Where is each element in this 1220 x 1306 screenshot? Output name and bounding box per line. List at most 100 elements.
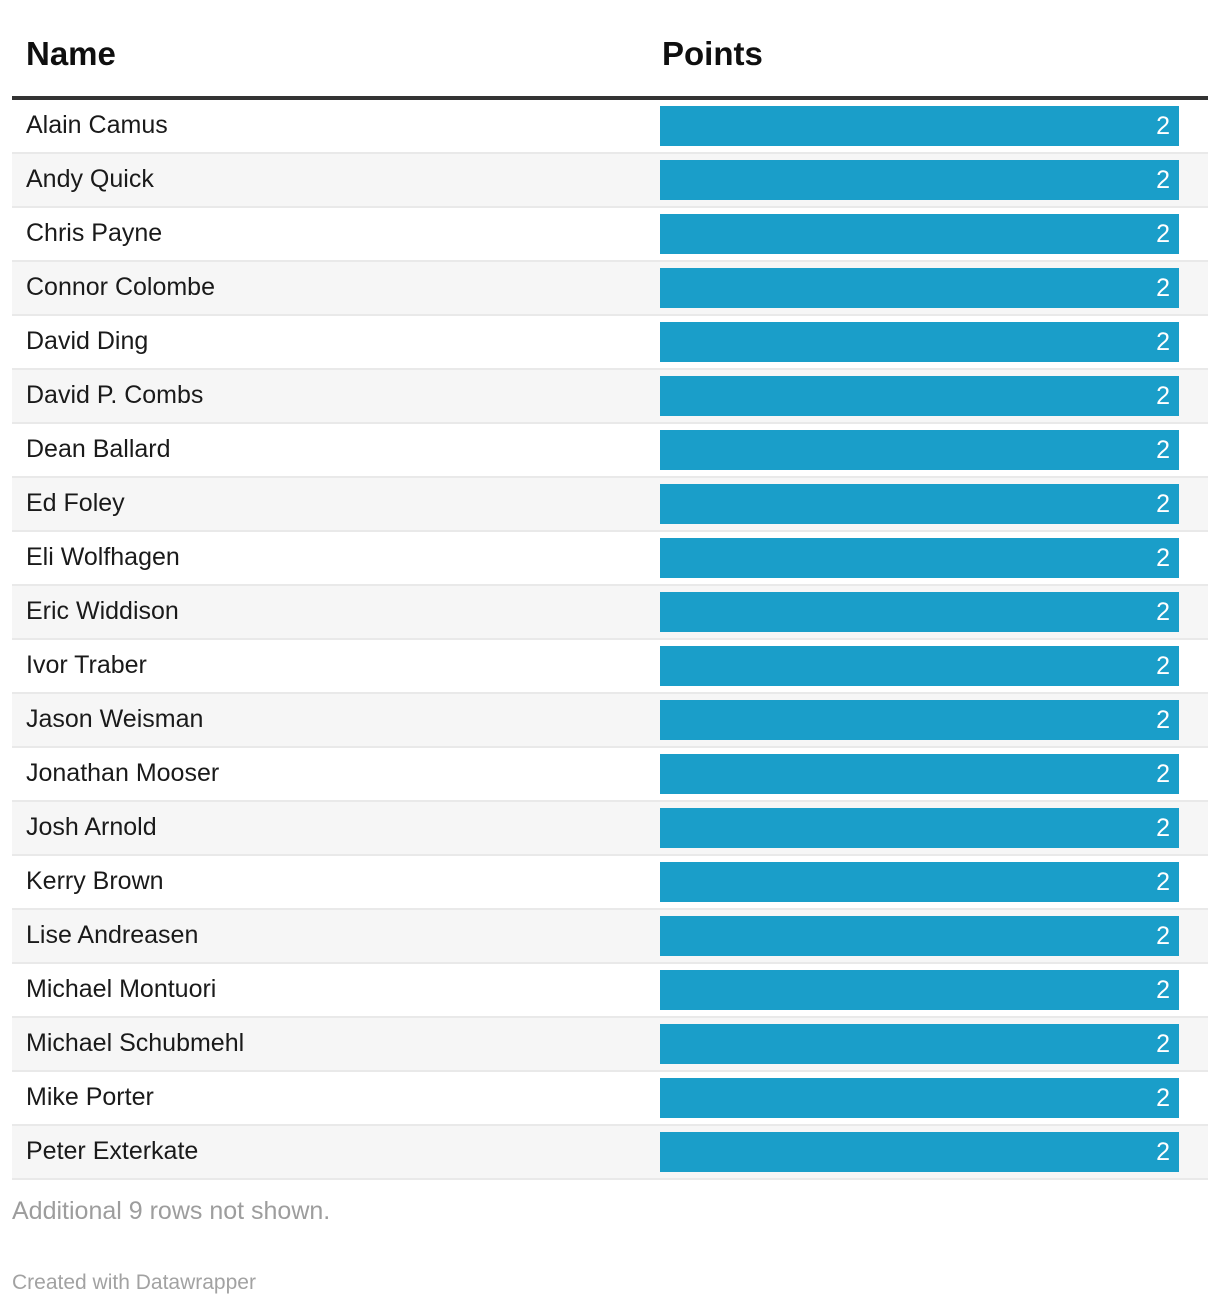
- bar-value-label: 2: [1156, 166, 1170, 194]
- points-cell: 2: [660, 100, 1208, 152]
- bar-value-label: 2: [1156, 220, 1170, 248]
- points-bar: 2: [660, 106, 1179, 146]
- points-bar: 2: [660, 214, 1179, 254]
- name-cell: Josh Arnold: [26, 813, 157, 841]
- bar-value-label: 2: [1156, 814, 1170, 842]
- table-row: Peter Exterkate 2: [12, 1126, 1208, 1180]
- points-bar: 2: [660, 646, 1179, 686]
- points-bar: 2: [660, 268, 1179, 308]
- bar-value-label: 2: [1156, 274, 1170, 302]
- points-bar: 2: [660, 862, 1179, 902]
- name-cell: Lise Andreasen: [26, 921, 199, 949]
- bar-value-label: 2: [1156, 1030, 1170, 1058]
- bar-value-label: 2: [1156, 652, 1170, 680]
- name-cell: David Ding: [26, 327, 149, 355]
- name-cell: Andy Quick: [26, 165, 154, 193]
- bar-value-label: 2: [1156, 598, 1170, 626]
- bar-value-label: 2: [1156, 868, 1170, 896]
- bar-value-label: 2: [1156, 490, 1170, 518]
- bar-value-label: 2: [1156, 976, 1170, 1004]
- name-cell: Eli Wolfhagen: [26, 543, 180, 571]
- name-cell: Michael Montuori: [26, 975, 217, 1003]
- name-cell: Dean Ballard: [26, 435, 171, 463]
- table-row: Chris Payne 2: [12, 208, 1208, 262]
- table-row: Josh Arnold 2: [12, 802, 1208, 856]
- table-row: David P. Combs 2: [12, 370, 1208, 424]
- points-bar: 2: [660, 592, 1179, 632]
- points-bar: 2: [660, 700, 1179, 740]
- table-row: Mike Porter 2: [12, 1072, 1208, 1126]
- points-cell: 2: [660, 964, 1208, 1016]
- name-cell: Ivor Traber: [26, 651, 147, 679]
- table-row: Alain Camus 2: [12, 100, 1208, 154]
- name-cell: Michael Schubmehl: [26, 1029, 245, 1057]
- datawrapper-attribution[interactable]: Created with Datawrapper: [12, 1271, 256, 1294]
- points-cell: 2: [660, 424, 1208, 476]
- table-row: Jason Weisman 2: [12, 694, 1208, 748]
- table-row: Connor Colombe 2: [12, 262, 1208, 316]
- points-cell: 2: [660, 856, 1208, 908]
- table-row: Michael Montuori 2: [12, 964, 1208, 1018]
- points-cell: 2: [660, 478, 1208, 530]
- name-cell: Jason Weisman: [26, 705, 204, 733]
- points-cell: 2: [660, 1018, 1208, 1070]
- points-cell: 2: [660, 910, 1208, 962]
- name-cell: Connor Colombe: [26, 273, 215, 301]
- bar-value-label: 2: [1156, 760, 1170, 788]
- bar-value-label: 2: [1156, 112, 1170, 140]
- table-row: Eric Widdison 2: [12, 586, 1208, 640]
- table-header-row: Name Points: [12, 0, 1208, 100]
- points-bar: 2: [660, 1078, 1179, 1118]
- table-row: Dean Ballard 2: [12, 424, 1208, 478]
- name-cell: Peter Exterkate: [26, 1137, 199, 1165]
- table-body: Alain Camus 2 Andy Quick 2 Chris Payne 2…: [12, 100, 1208, 1180]
- points-bar: 2: [660, 808, 1179, 848]
- table-row: Ed Foley 2: [12, 478, 1208, 532]
- table-row: Jonathan Mooser 2: [12, 748, 1208, 802]
- points-cell: 2: [660, 748, 1208, 800]
- name-cell: Eric Widdison: [26, 597, 179, 625]
- points-bar: 2: [660, 376, 1179, 416]
- name-cell: Alain Camus: [26, 111, 168, 139]
- name-cell: Chris Payne: [26, 219, 163, 247]
- points-bar: 2: [660, 754, 1179, 794]
- points-cell: 2: [660, 316, 1208, 368]
- points-bar: 2: [660, 430, 1179, 470]
- name-cell: David P. Combs: [26, 381, 204, 409]
- bar-value-label: 2: [1156, 922, 1170, 950]
- points-cell: 2: [660, 1126, 1208, 1178]
- points-bar: 2: [660, 484, 1179, 524]
- points-bar: 2: [660, 538, 1179, 578]
- points-cell: 2: [660, 694, 1208, 746]
- name-cell: Jonathan Mooser: [26, 759, 220, 787]
- points-bar: 2: [660, 160, 1179, 200]
- name-cell: Kerry Brown: [26, 867, 164, 895]
- points-cell: 2: [660, 802, 1208, 854]
- points-cell: 2: [660, 532, 1208, 584]
- table-row: Kerry Brown 2: [12, 856, 1208, 910]
- points-bar: 2: [660, 322, 1179, 362]
- rows-not-shown-note: Additional 9 rows not shown.: [12, 1197, 331, 1225]
- table-row: Eli Wolfhagen 2: [12, 532, 1208, 586]
- bar-value-label: 2: [1156, 436, 1170, 464]
- name-cell: Ed Foley: [26, 489, 125, 517]
- bar-value-label: 2: [1156, 382, 1170, 410]
- points-bar: 2: [660, 970, 1179, 1010]
- bar-value-label: 2: [1156, 1084, 1170, 1112]
- points-cell: 2: [660, 586, 1208, 638]
- bar-value-label: 2: [1156, 706, 1170, 734]
- points-bar: 2: [660, 916, 1179, 956]
- table-row: Andy Quick 2: [12, 154, 1208, 208]
- table-row: David Ding 2: [12, 316, 1208, 370]
- points-cell: 2: [660, 640, 1208, 692]
- points-cell: 2: [660, 208, 1208, 260]
- table-row: Michael Schubmehl 2: [12, 1018, 1208, 1072]
- bar-value-label: 2: [1156, 328, 1170, 356]
- points-cell: 2: [660, 1072, 1208, 1124]
- bar-value-label: 2: [1156, 544, 1170, 572]
- points-bar: 2: [660, 1132, 1179, 1172]
- column-header-name: Name: [26, 35, 116, 72]
- table-row: Ivor Traber 2: [12, 640, 1208, 694]
- points-cell: 2: [660, 154, 1208, 206]
- points-cell: 2: [660, 262, 1208, 314]
